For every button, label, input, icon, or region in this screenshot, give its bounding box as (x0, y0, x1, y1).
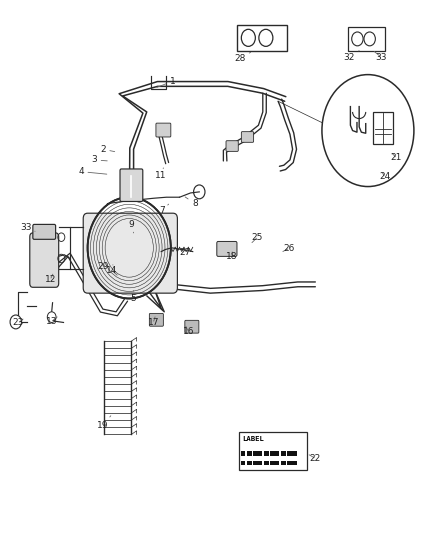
FancyBboxPatch shape (293, 461, 297, 465)
Text: 29: 29 (97, 262, 113, 271)
Text: 19: 19 (97, 416, 111, 430)
FancyBboxPatch shape (247, 451, 252, 456)
FancyBboxPatch shape (276, 451, 279, 456)
Circle shape (259, 29, 273, 46)
Text: 13: 13 (46, 317, 57, 326)
FancyBboxPatch shape (287, 451, 293, 456)
FancyBboxPatch shape (185, 320, 199, 333)
Text: 9: 9 (128, 221, 134, 233)
Text: 23: 23 (13, 319, 24, 327)
Text: 2: 2 (100, 145, 115, 154)
Text: 21: 21 (391, 154, 402, 162)
Text: 33: 33 (21, 223, 35, 232)
Text: 33: 33 (374, 52, 387, 61)
FancyBboxPatch shape (30, 233, 59, 287)
FancyBboxPatch shape (33, 224, 56, 239)
Text: 18: 18 (226, 252, 238, 261)
Circle shape (47, 312, 56, 322)
Text: 3: 3 (91, 156, 107, 164)
Text: 12: 12 (45, 274, 56, 284)
FancyBboxPatch shape (120, 169, 143, 201)
Text: 7: 7 (159, 204, 169, 215)
Text: 16: 16 (183, 326, 194, 336)
FancyBboxPatch shape (281, 451, 286, 456)
Circle shape (364, 32, 375, 46)
Text: 22: 22 (309, 454, 321, 463)
FancyBboxPatch shape (264, 461, 269, 465)
Text: 4: 4 (78, 167, 107, 176)
FancyBboxPatch shape (156, 123, 171, 137)
FancyBboxPatch shape (237, 25, 287, 51)
FancyBboxPatch shape (270, 461, 276, 465)
FancyBboxPatch shape (217, 241, 237, 256)
FancyBboxPatch shape (247, 461, 252, 465)
FancyBboxPatch shape (281, 461, 286, 465)
Text: 24: 24 (379, 173, 390, 181)
Circle shape (322, 75, 414, 187)
FancyBboxPatch shape (253, 461, 258, 465)
FancyBboxPatch shape (226, 141, 238, 151)
Circle shape (241, 29, 255, 46)
FancyBboxPatch shape (270, 451, 276, 456)
Text: 11: 11 (155, 168, 167, 180)
FancyBboxPatch shape (253, 451, 258, 456)
Text: 28: 28 (234, 52, 251, 62)
Text: 32: 32 (343, 51, 359, 61)
FancyBboxPatch shape (241, 132, 254, 142)
Text: 14: 14 (106, 266, 117, 275)
FancyBboxPatch shape (239, 432, 307, 470)
Text: LABEL: LABEL (242, 436, 264, 442)
Text: 25: 25 (252, 233, 263, 243)
Text: 27: 27 (179, 248, 191, 256)
FancyBboxPatch shape (293, 451, 297, 456)
FancyBboxPatch shape (149, 313, 163, 326)
FancyBboxPatch shape (83, 213, 177, 293)
FancyBboxPatch shape (264, 451, 269, 456)
Text: 1: 1 (157, 77, 176, 87)
FancyBboxPatch shape (258, 461, 262, 465)
Text: 17: 17 (148, 317, 159, 327)
FancyBboxPatch shape (276, 461, 279, 465)
FancyBboxPatch shape (258, 451, 262, 456)
Circle shape (10, 315, 21, 329)
FancyBboxPatch shape (241, 451, 245, 456)
FancyBboxPatch shape (241, 461, 245, 465)
Text: 5: 5 (131, 290, 137, 303)
Circle shape (352, 32, 363, 46)
Text: 8: 8 (185, 197, 198, 208)
FancyBboxPatch shape (287, 461, 293, 465)
Text: 26: 26 (283, 244, 295, 253)
FancyBboxPatch shape (348, 27, 385, 51)
